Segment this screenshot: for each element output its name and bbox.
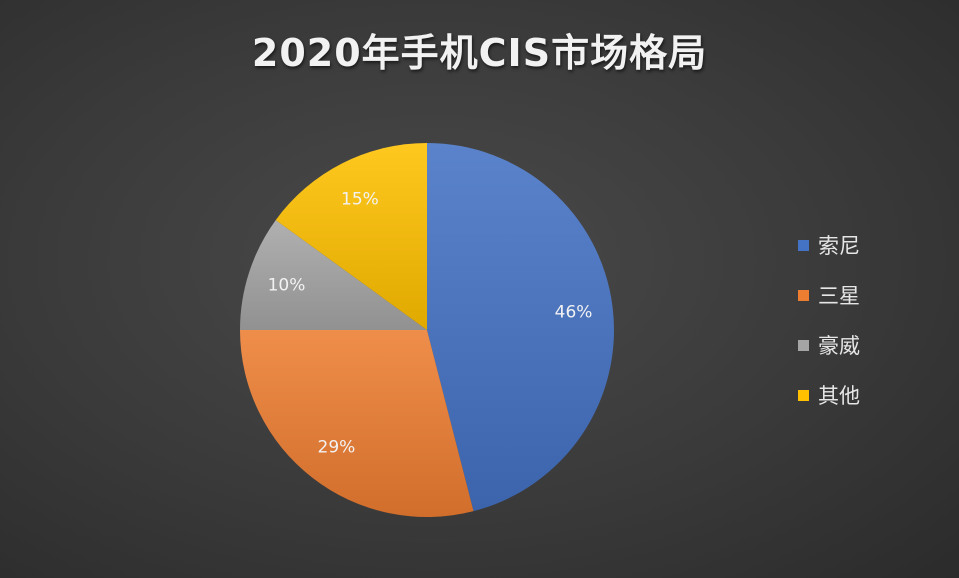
legend-swatch [798,239,809,251]
pie-slice-2 [240,330,474,518]
legend-label: 索尼 [818,234,860,258]
legend-swatch [798,389,809,401]
data-label: 29% [318,438,356,458]
legend-item: 其他 [798,370,860,420]
data-label: 46% [555,302,593,322]
legend-item: 豪威 [798,320,860,370]
chart-title: 2020年手机CIS市场格局 [251,31,708,75]
legend-label: 豪威 [818,334,860,358]
pie-slice-4 [275,143,427,330]
data-label: 15% [341,189,379,209]
pie-slice-3 [240,220,427,330]
legend-item: 索尼 [798,220,860,270]
data-label: 10% [268,275,306,295]
legend-label: 三星 [818,284,860,308]
pie-slice-1 [427,143,615,512]
legend-item: 三星 [798,270,860,320]
legend: 索尼 三星 豪威 其他 [798,220,860,420]
legend-swatch [798,339,809,351]
legend-swatch [798,289,809,301]
legend-label: 其他 [818,384,860,408]
